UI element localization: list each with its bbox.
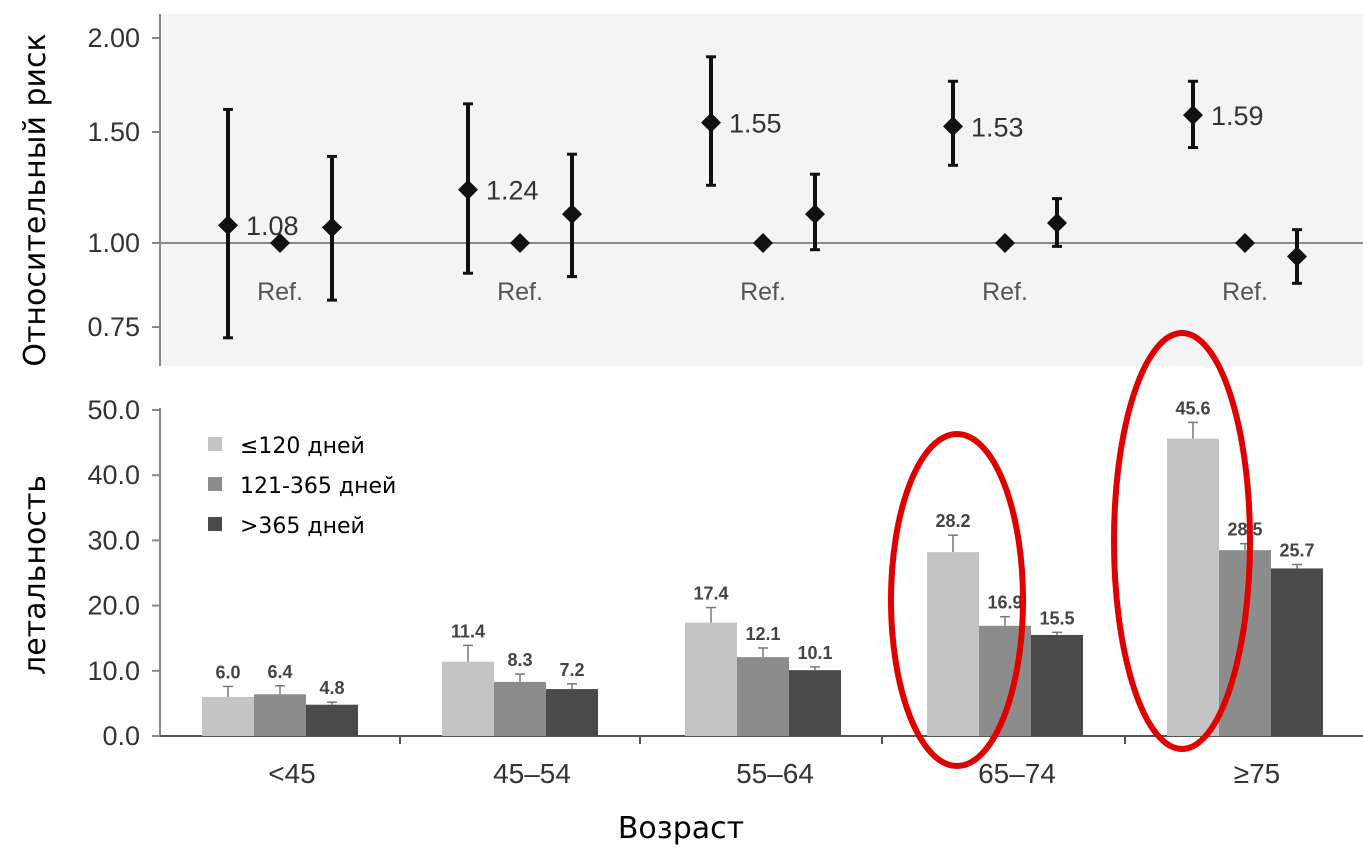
bar-y-tick-label: 0.0	[102, 721, 140, 751]
rr-plot-area	[160, 14, 1363, 366]
rr-reference-label: Ref.	[1222, 278, 1268, 306]
legend-swatch	[208, 517, 222, 531]
rr-reference-label: Ref.	[982, 278, 1028, 306]
bar	[202, 696, 254, 736]
bar	[494, 681, 546, 736]
bar-value-label: 4.8	[319, 678, 344, 698]
rr-reference-point	[510, 233, 530, 253]
rr-point	[458, 179, 478, 200]
bar-y-tick-label: 20.0	[87, 591, 140, 621]
bar-y-tick-label: 10.0	[87, 656, 140, 686]
rr-y-tick-label: 2.00	[87, 23, 140, 53]
legend-swatch	[208, 477, 222, 491]
x-tick-label: 65–74	[978, 758, 1056, 789]
legend: ≤120 дней 121-365 дней >365 дней	[195, 412, 490, 562]
rr-point	[562, 204, 582, 225]
bar	[927, 552, 979, 736]
bar-value-label: 12.1	[745, 624, 780, 644]
bar-value-label: 6.4	[267, 662, 292, 682]
legend-label: 121-365 дней	[240, 474, 396, 499]
rr-point	[805, 204, 825, 225]
rr-value-label: 1.59	[1211, 101, 1264, 131]
rr-value-label: 1.55	[729, 109, 782, 139]
bar-value-label: 10.1	[797, 643, 832, 663]
x-tick-label: ≥75	[1234, 758, 1281, 789]
rr-reference-label: Ref.	[497, 278, 543, 306]
bar	[442, 661, 494, 736]
bar	[789, 670, 841, 736]
x-axis-label: Возраст	[618, 811, 744, 846]
rr-point	[1047, 213, 1067, 234]
bar-value-label: 45.6	[1175, 398, 1210, 418]
rr-y-tick-label: 1.50	[87, 117, 140, 147]
rr-reference-label: Ref.	[740, 278, 786, 306]
bar	[685, 622, 737, 736]
bar-y-axis-label: летальность	[18, 475, 53, 675]
rr-reference-point	[995, 233, 1015, 253]
bar	[1031, 634, 1083, 736]
rr-reference-point	[270, 233, 290, 253]
rr-point	[943, 116, 963, 137]
rr-reference-point	[753, 233, 773, 253]
legend-swatch	[208, 437, 222, 451]
bar-value-label: 25.7	[1279, 541, 1314, 561]
bar-y-tick-label: 30.0	[87, 525, 140, 555]
bar	[306, 704, 358, 736]
rr-y-tick-label: 0.75	[87, 312, 140, 342]
bar-value-label: 16.9	[987, 593, 1022, 613]
bar-value-label: 8.3	[507, 650, 532, 670]
bar-value-label: 17.4	[693, 584, 728, 604]
rr-value-label: 1.08	[246, 211, 299, 241]
legend-label: ≤120 дней	[240, 434, 365, 459]
rr-y-axis-label: Относительный риск	[18, 33, 53, 366]
bar	[254, 694, 306, 736]
bar-value-label: 6.0	[215, 662, 240, 682]
highlight-ellipse	[888, 431, 1026, 769]
rr-reference-label: Ref.	[257, 278, 303, 306]
bar-value-label: 28.5	[1227, 520, 1262, 540]
rr-point	[701, 112, 721, 133]
bar-y-tick-label: 50.0	[87, 395, 140, 425]
legend-box	[195, 412, 490, 562]
legend-label: >365 дней	[240, 514, 365, 539]
rr-point	[322, 217, 342, 238]
rr-value-label: 1.24	[486, 176, 539, 206]
highlight-ellipse	[1111, 330, 1253, 752]
rr-point	[218, 215, 238, 236]
rr-point	[1287, 246, 1307, 267]
bar-y-tick-label: 40.0	[87, 460, 140, 490]
bar-value-label: 7.2	[559, 660, 584, 680]
rr-y-tick-label: 1.00	[87, 228, 140, 258]
rr-value-label: 1.53	[971, 112, 1024, 142]
x-tick-label: 55–64	[736, 758, 814, 789]
bar	[1271, 568, 1323, 736]
rr-point	[1183, 105, 1203, 126]
bar-value-label: 15.5	[1039, 608, 1074, 628]
bar-value-label: 28.2	[935, 511, 970, 531]
bar	[1167, 438, 1219, 736]
bar	[737, 657, 789, 736]
x-tick-label: <45	[268, 758, 316, 789]
bar-value-label: 11.4	[451, 621, 485, 641]
x-tick-label: 45–54	[493, 758, 571, 789]
bar	[1219, 550, 1271, 736]
bar	[546, 689, 598, 736]
rr-reference-point	[1235, 233, 1255, 253]
